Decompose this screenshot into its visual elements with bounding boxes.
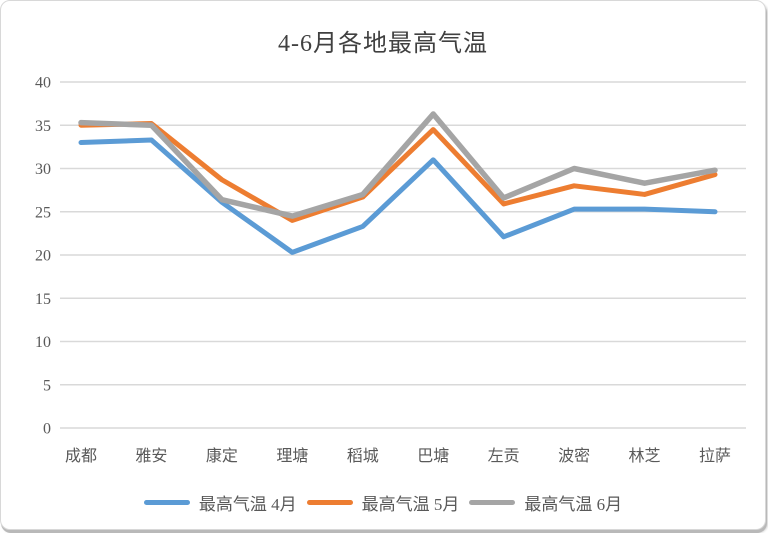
x-category-label-1: 雅安 [135, 447, 167, 465]
x-category-label-3: 理塘 [276, 447, 308, 465]
x-category-label-0: 成都 [65, 447, 97, 465]
y-tick-label-35: 35 [35, 118, 51, 135]
may-line-swatch-icon [306, 500, 353, 505]
x-category-label-8: 林芝 [629, 447, 661, 465]
series-line-april[interactable] [78, 137, 718, 255]
x-category-label-2: 康定 [206, 447, 238, 465]
y-tick-label-15: 15 [35, 291, 51, 308]
x-category-label-6: 左贡 [488, 447, 520, 465]
x-category-label-9: 拉萨 [699, 447, 731, 465]
y-axis-tick-labels: 0 5 10 15 20 25 30 35 40 [35, 75, 51, 438]
y-tick-label-40: 40 [35, 75, 51, 92]
x-category-label-5: 巴塘 [417, 447, 449, 465]
legend-item-june[interactable]: 最高气温 6月 [469, 490, 622, 515]
june-line-swatch-icon [469, 500, 516, 505]
gridlines-group [60, 81, 746, 429]
legend-label-may: 最高气温 5月 [361, 495, 460, 514]
april-line-swatch-icon [143, 500, 190, 505]
series-line-may[interactable] [78, 121, 718, 223]
x-axis-category-labels: 成都 雅安 康定 理塘 稻城 巴塘 左贡 波密 林芝 拉萨 [65, 447, 731, 465]
y-tick-label-0: 0 [43, 421, 51, 438]
y-tick-label-25: 25 [35, 204, 51, 221]
y-tick-label-10: 10 [35, 334, 51, 351]
series-lines-group [78, 111, 718, 255]
chart-legend: 最高气温 4月 最高气温 5月 最高气温 6月 [1, 490, 765, 515]
x-category-label-4: 稻城 [347, 447, 379, 465]
x-category-label-7: 波密 [558, 447, 590, 465]
legend-label-june: 最高气温 6月 [524, 495, 623, 514]
chart-title: 4-6月各地最高气温 [278, 31, 488, 57]
legend-item-april[interactable]: 最高气温 4月 [143, 490, 297, 515]
series-line-june[interactable] [78, 111, 718, 219]
legend-label-april: 最高气温 4月 [198, 495, 297, 514]
y-tick-label-5: 5 [43, 377, 51, 394]
legend-item-may[interactable]: 最高气温 5月 [306, 490, 460, 515]
y-tick-label-30: 30 [35, 161, 51, 178]
y-tick-label-20: 20 [35, 248, 51, 265]
